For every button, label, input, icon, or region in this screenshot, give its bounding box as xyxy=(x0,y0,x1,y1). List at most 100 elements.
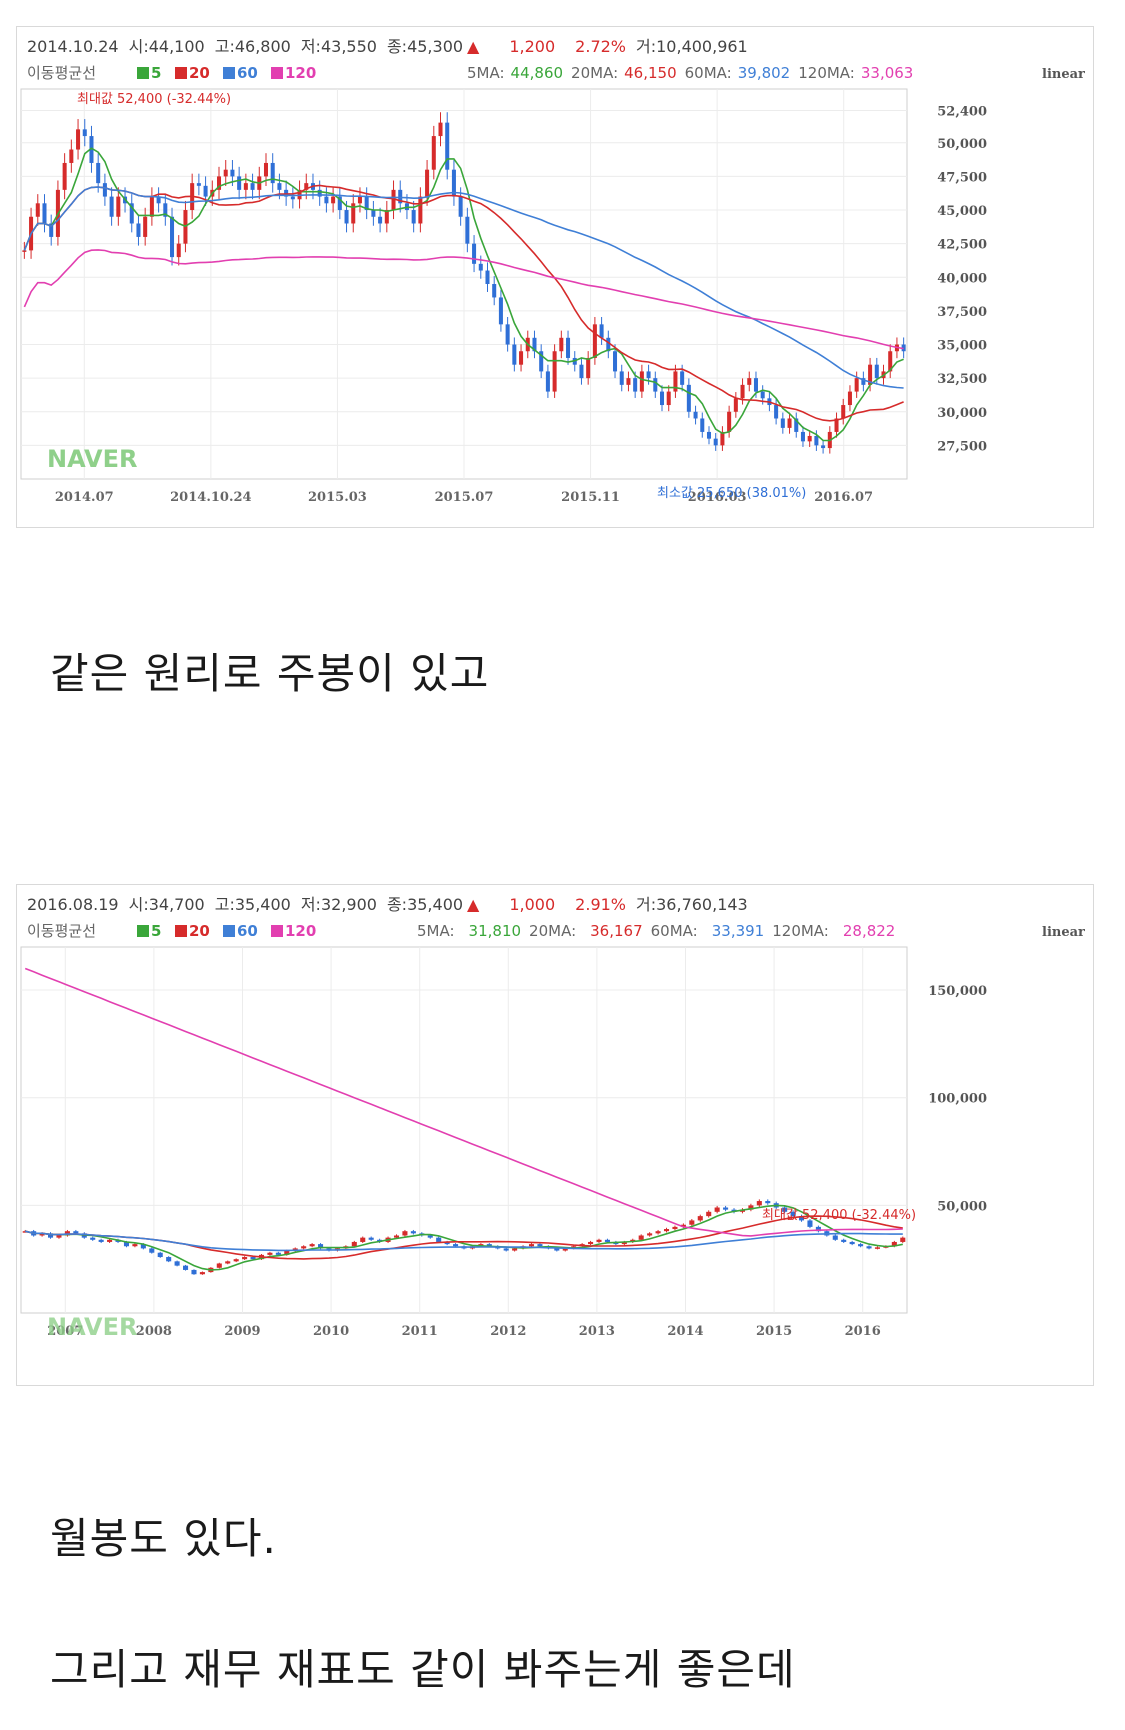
candle-body xyxy=(317,189,322,197)
monthly-ma-legend: 이동평균선 5 20 60 120 xyxy=(27,922,316,940)
candle-body xyxy=(22,250,27,252)
candle-body xyxy=(733,398,738,412)
candle-body xyxy=(199,1272,205,1275)
candle-body xyxy=(242,1257,248,1260)
monthly-header: 2016.08.19 시:34,700 고:35,400 저:32,900 종:35,4… xyxy=(27,895,748,914)
candle-body xyxy=(854,378,859,392)
candle-body xyxy=(163,203,168,217)
max-value-marker: 최대값 52,400 (-32.44%) xyxy=(77,92,231,107)
candle-body xyxy=(149,196,154,217)
candle-body xyxy=(604,1239,610,1242)
caption-final: 그리고 재무 재표도 같이 봐주는게 좋은데 xyxy=(50,1645,796,1694)
candle-body xyxy=(364,196,369,211)
candle-body xyxy=(309,1244,315,1247)
candle-body xyxy=(756,1201,762,1206)
x-tick-label: 2015.11 xyxy=(561,490,620,505)
candle-body xyxy=(223,169,228,177)
x-tick-label: 2012 xyxy=(490,1324,526,1339)
y-tick-label: 50,000 xyxy=(937,1199,987,1214)
svg-text:이동평균선: 이동평균선 xyxy=(27,922,96,940)
candle-body xyxy=(418,196,423,224)
weekly-ma-legend: 이동평균선 5 20 60 120 xyxy=(27,64,316,82)
candle-body xyxy=(599,324,604,338)
x-tick-label: 2009 xyxy=(224,1324,260,1339)
candle-body xyxy=(42,203,47,224)
naver-watermark: NAVER xyxy=(47,1313,137,1341)
candle-body xyxy=(402,1231,408,1236)
candle-body xyxy=(216,1263,222,1268)
candle-body xyxy=(290,196,295,200)
candle-body xyxy=(519,351,524,365)
candle-body xyxy=(132,1244,138,1247)
candle-body xyxy=(243,183,248,190)
candle-body xyxy=(196,183,201,186)
candle-body xyxy=(478,263,483,271)
naver-watermark: NAVER xyxy=(47,445,137,473)
y-tick-label: 37,500 xyxy=(937,305,987,320)
svg-text:60: 60 xyxy=(237,64,258,82)
candle-body xyxy=(360,1237,366,1242)
weekly-chart-svg: 2014.10.24 시:44,100 고:46,800 저:43,550 종:45,3… xyxy=(20,37,1085,505)
candle-body xyxy=(143,216,148,237)
candle-body xyxy=(465,216,470,244)
candle-body xyxy=(436,1237,442,1242)
ma5-line xyxy=(23,147,904,442)
candle-body xyxy=(633,378,638,392)
candle-body xyxy=(866,1246,872,1249)
candle-body xyxy=(233,1259,239,1262)
candle-body xyxy=(304,183,309,190)
candle-body xyxy=(123,1241,130,1247)
candle-body xyxy=(868,364,873,385)
x-tick-label: 2016 xyxy=(845,1324,881,1339)
scale-label[interactable]: linear xyxy=(1042,67,1085,82)
candle-body xyxy=(794,418,799,432)
candle-body xyxy=(411,210,416,224)
monthly-chart-svg: 2016.08.19 시:34,700 고:35,400 저:32,900 종:35,4… xyxy=(20,895,1085,1341)
candle-body xyxy=(723,1207,729,1210)
candle-body xyxy=(486,1244,492,1247)
candle-body xyxy=(378,216,383,224)
candle-body xyxy=(562,1248,568,1251)
candle-body xyxy=(191,1269,197,1275)
header-date: 2014.10.24 xyxy=(27,37,119,56)
candle-body xyxy=(49,223,54,237)
candle-body xyxy=(216,176,222,190)
candle-body xyxy=(237,176,242,190)
candle-body xyxy=(814,435,819,446)
y-tick-label: 52,400 xyxy=(937,105,987,120)
scale-label[interactable]: linear xyxy=(1042,925,1085,940)
candle-body xyxy=(277,183,282,190)
candle-body xyxy=(874,1247,880,1249)
candle-body xyxy=(344,210,349,224)
candle-body xyxy=(596,1239,602,1242)
candle-body xyxy=(225,1261,231,1264)
x-tick-label: 2013 xyxy=(579,1324,615,1339)
candle-body xyxy=(748,1205,754,1210)
candle-body xyxy=(713,438,718,446)
candle-body xyxy=(166,1257,172,1262)
candle-body xyxy=(847,391,852,406)
candle-body xyxy=(586,357,591,379)
candle-body xyxy=(230,169,235,177)
candle-body xyxy=(458,196,463,217)
candle-body xyxy=(666,391,671,406)
candle-body xyxy=(807,1220,813,1227)
weekly-chart[interactable]: 2014.10.24 시:44,100 고:46,800 저:43,550 종:45,3… xyxy=(16,26,1094,528)
candle-body xyxy=(655,1231,661,1234)
candle-body xyxy=(90,1237,96,1240)
svg-text:20: 20 xyxy=(189,922,210,940)
candle-body xyxy=(672,1226,678,1230)
candle-body xyxy=(686,384,691,412)
candle-body xyxy=(888,351,893,372)
x-tick-label: 2016.03 xyxy=(688,490,747,505)
candle-body xyxy=(453,1244,459,1247)
ma20-line xyxy=(23,184,904,422)
x-tick-label: 2008 xyxy=(136,1324,172,1339)
monthly-chart[interactable]: 2016.08.19 시:34,700 고:35,400 저:32,900 종:35,4… xyxy=(16,884,1094,1386)
weekly-ma-values: 5MA: 44,860 20MA: 46,150 60MA: 39,802 120MA: 33… xyxy=(467,64,913,82)
x-tick-label: 2014 xyxy=(667,1324,703,1339)
candle-body xyxy=(445,122,450,170)
candle-body xyxy=(250,183,255,190)
candle-body xyxy=(425,169,430,197)
